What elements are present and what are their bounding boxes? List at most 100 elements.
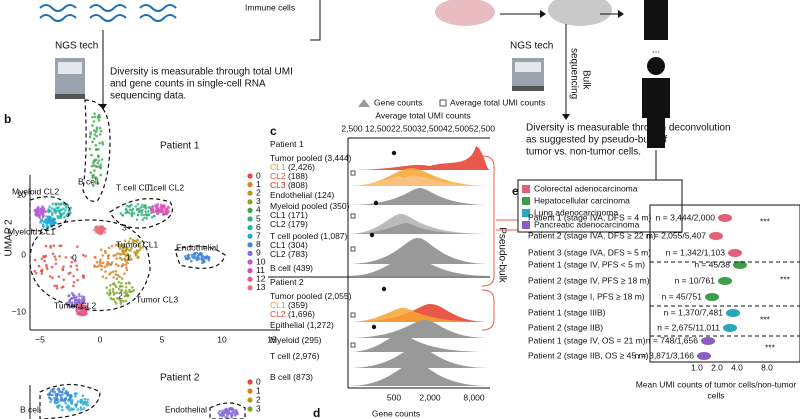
umap-point [154, 204, 157, 207]
umap-point [67, 272, 70, 275]
umap-point [40, 257, 44, 261]
umap-point [153, 214, 156, 218]
umap-point [141, 245, 144, 249]
umap-point [163, 209, 167, 213]
umap-point [139, 246, 142, 250]
umap-point [162, 213, 165, 217]
bottom-tick-label: 500 [387, 392, 401, 402]
umap-point [111, 287, 115, 291]
n-label: n = 10/761 [675, 275, 716, 285]
umap-point [151, 205, 154, 208]
x-tick-label: 15 [267, 334, 277, 344]
legend-label: 9 [256, 248, 261, 258]
umap-point [92, 120, 96, 123]
umap-point [104, 251, 107, 255]
umap-point [74, 259, 77, 263]
umap-point [128, 211, 131, 215]
umap-point [58, 244, 61, 248]
umap-point [46, 393, 50, 396]
caption-line: Diversity is measurable through total UM… [110, 67, 293, 78]
row-count: (171) [288, 210, 308, 220]
umap-point [68, 299, 71, 302]
umap-point [75, 308, 79, 312]
umap-point [129, 290, 132, 294]
row-count: (3,444) [325, 153, 352, 163]
umap-point [74, 403, 78, 407]
umap-point [62, 278, 66, 281]
umap-point [114, 285, 118, 289]
legend-label: Colorectal adenocarcinoma [534, 183, 638, 193]
panel-letter: d [313, 406, 320, 419]
violin [728, 249, 742, 257]
row-label: Endothelial (124) [270, 190, 334, 200]
umap-point [121, 263, 125, 266]
umap-point [94, 164, 98, 168]
row-label: T cell (2,976) [270, 351, 320, 361]
umap-point [159, 203, 163, 207]
bulk-label: Bulk [580, 70, 591, 90]
umap-point [183, 255, 187, 258]
umap-point [226, 416, 229, 419]
umap-point [69, 394, 73, 397]
umap-point [41, 268, 44, 272]
umap-point [123, 239, 127, 243]
umap-point [109, 271, 113, 275]
umap-point [111, 270, 115, 274]
bulk-label: sequencing [568, 48, 579, 99]
legend-label: Lung adenocarcinoma [534, 207, 618, 217]
umap-point [114, 254, 117, 257]
umap-point [33, 258, 37, 262]
umap-point [132, 212, 136, 215]
umap-point [124, 289, 128, 292]
umap-point [47, 210, 51, 214]
violin [701, 337, 715, 345]
umap-point [42, 213, 45, 217]
sequencer-icon [512, 58, 544, 91]
umap-point [57, 387, 60, 390]
umap-point [189, 259, 193, 263]
umap-point [68, 409, 71, 412]
row-name: Patient 1 [270, 139, 304, 149]
row-name: Myeloid pooled [270, 201, 327, 211]
umap-point [47, 217, 51, 221]
row-name: CL1 [270, 240, 286, 250]
umap-point [98, 232, 101, 235]
umap-point [106, 291, 109, 295]
umap-point [130, 203, 133, 207]
row-label: CL1 (359) [270, 300, 308, 310]
umap-point [196, 256, 199, 259]
umap-point [62, 399, 65, 403]
umap-point [69, 265, 73, 268]
legend-symbol [358, 99, 370, 107]
cluster-number: 0 [72, 252, 77, 262]
umap-point [91, 124, 94, 127]
umap-point [42, 255, 45, 258]
n-label: n = 3,444/2,000 [656, 212, 716, 222]
umap-point [91, 140, 94, 144]
x-axis-label: cells [707, 390, 724, 400]
umap-point [227, 410, 231, 414]
umap-point [72, 281, 76, 284]
significance: *** [765, 342, 776, 352]
umap-point [150, 207, 153, 211]
umap-point [61, 267, 64, 271]
legend-dot [247, 190, 253, 196]
ngs-label: NGS tech [510, 41, 553, 52]
cluster-annotation: B cell [78, 176, 99, 186]
x-tick-label: 10 [217, 334, 227, 344]
umap-point [64, 256, 68, 259]
umap-point [64, 397, 67, 401]
umap-point [90, 164, 94, 168]
umap-point [40, 208, 44, 212]
top-tick-label: 32,500 [417, 123, 443, 133]
patient-label: Patient 1 [160, 141, 200, 152]
umap-point [147, 206, 151, 209]
row-name: Tumor pooled [270, 291, 322, 301]
umap-point [76, 408, 80, 411]
umap-point [55, 209, 59, 213]
row-label: Patient 2 (stage IIB, OS ≥ 45 m) [528, 350, 649, 360]
caption-line: Diversity is measurable through deconvol… [526, 123, 731, 134]
umap-point [120, 258, 124, 262]
tissue-icons [435, 0, 670, 148]
row-label: Patient 1 [270, 139, 304, 149]
